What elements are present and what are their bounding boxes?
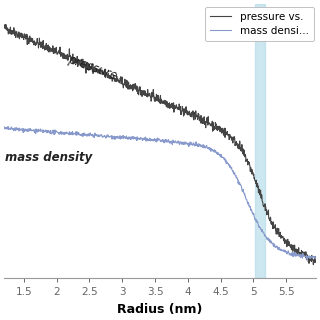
pressure vs. bbox=[217, 127, 220, 131]
pressure vs. bbox=[34, 43, 38, 46]
Legend: pressure vs., mass densi...: pressure vs., mass densi... bbox=[205, 7, 314, 41]
Text: mass density: mass density bbox=[5, 151, 93, 164]
mass densi... bbox=[217, 152, 220, 156]
Line: mass densi...: mass densi... bbox=[4, 127, 316, 260]
X-axis label: Radius (nm): Radius (nm) bbox=[117, 303, 203, 316]
pressure vs. bbox=[245, 159, 249, 163]
mass densi... bbox=[129, 137, 132, 141]
pressure vs. bbox=[2, 25, 6, 28]
Text: pressure: pressure bbox=[67, 52, 119, 82]
pressure vs. bbox=[311, 263, 315, 267]
mass densi... bbox=[251, 211, 255, 215]
mass densi... bbox=[314, 257, 318, 260]
mass densi... bbox=[6, 125, 10, 129]
pressure vs. bbox=[314, 258, 318, 262]
pressure vs. bbox=[140, 90, 144, 93]
mass densi... bbox=[305, 258, 309, 261]
mass densi... bbox=[2, 125, 6, 129]
pressure vs. bbox=[129, 83, 132, 87]
pressure vs. bbox=[3, 22, 7, 26]
mass densi... bbox=[140, 136, 144, 140]
Bar bbox=[255, 4, 265, 278]
mass densi... bbox=[34, 129, 38, 133]
Line: pressure vs.: pressure vs. bbox=[4, 24, 316, 265]
pressure vs. bbox=[251, 173, 255, 177]
mass densi... bbox=[245, 201, 249, 205]
